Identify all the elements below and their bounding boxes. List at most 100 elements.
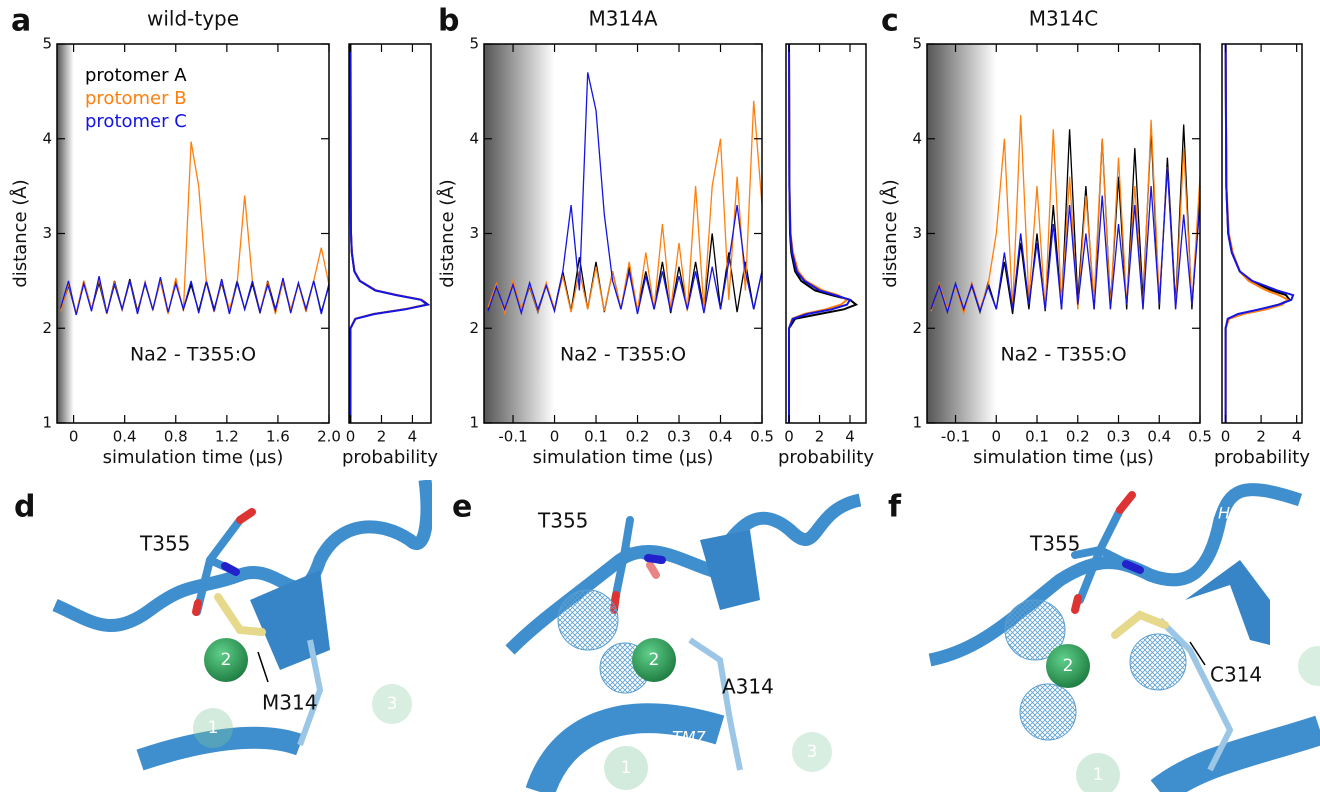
sodium <box>1046 644 1090 688</box>
stick <box>1157 617 1234 772</box>
y-tick-label: 4 <box>42 129 52 147</box>
residue-label: M314 <box>262 691 317 715</box>
x-tick-label: 2 <box>377 428 387 446</box>
density-mesh <box>1129 633 1187 691</box>
chart-title: wild-type <box>147 7 239 31</box>
series-line <box>487 72 763 316</box>
residue-label: C314 <box>1210 663 1262 687</box>
y-tick-label: 1 <box>912 414 922 432</box>
ribbon <box>1185 560 1270 645</box>
x-tick-label: 0.8 <box>164 428 188 446</box>
x-axis-label: probability <box>1214 447 1310 468</box>
x-tick-label: 0 <box>550 428 560 446</box>
structure-f <box>928 483 1320 792</box>
sodium-label: 1 <box>1093 765 1104 785</box>
x-tick-label: 0.3 <box>667 428 691 446</box>
ribbon <box>525 703 725 792</box>
legend-entry: protomer A <box>85 65 187 86</box>
x-tick-label: 0.1 <box>584 428 608 446</box>
density-line <box>788 43 859 423</box>
y-axis-label: distance (Å) <box>9 179 31 287</box>
stick <box>688 637 743 771</box>
x-tick-label: 0.4 <box>709 428 733 446</box>
x-tick-label: 1.2 <box>215 428 239 446</box>
ribbon <box>52 480 432 633</box>
y-tick-label: 2 <box>912 319 922 337</box>
x-tick-label: 2.0 <box>317 428 341 446</box>
plot-frame <box>1221 43 1303 424</box>
series-line <box>487 100 763 316</box>
x-axis-label: simulation time (µs) <box>533 447 714 468</box>
equilibration-shade <box>927 44 997 423</box>
leader <box>257 651 269 683</box>
legend-entry: protomer C <box>85 111 187 132</box>
sodium <box>193 708 233 748</box>
ribbon <box>700 530 760 610</box>
sodium <box>792 732 832 772</box>
density-line <box>788 43 852 423</box>
sodium-label: 1 <box>621 758 632 778</box>
density-line <box>349 43 429 423</box>
stick <box>1071 506 1134 604</box>
y-tick-label: 5 <box>42 35 52 53</box>
x-tick-label: 0.2 <box>626 428 650 446</box>
x-tick-label: 0 <box>69 428 79 446</box>
annotation: Na2 - T355:O <box>1000 343 1126 365</box>
oxygen <box>192 599 202 616</box>
density-mesh <box>1019 683 1077 741</box>
y-tick-label: 3 <box>469 224 479 242</box>
chart-title: M314A <box>588 7 657 31</box>
y-tick-label: 4 <box>469 129 479 147</box>
x-tick-label: 0.1 <box>1025 428 1049 446</box>
oxygen <box>1116 491 1136 514</box>
residue-label: T355 <box>139 532 190 556</box>
density-line <box>349 43 431 423</box>
oxygen <box>646 561 660 579</box>
structure-d <box>52 480 432 771</box>
oxygen <box>1071 594 1082 614</box>
x-tick-label: 0.3 <box>1107 428 1131 446</box>
equilibration-shade <box>484 44 555 423</box>
density-line <box>788 43 849 423</box>
residue-label: T355 <box>537 509 588 533</box>
sodium <box>1298 646 1320 686</box>
plot-frame <box>785 43 867 424</box>
y-axis-label: distance (Å) <box>879 179 901 287</box>
y-tick-label: 4 <box>912 129 922 147</box>
structure-e <box>505 493 862 792</box>
x-tick-label: 0.4 <box>113 428 137 446</box>
y-tick-label: 3 <box>912 224 922 242</box>
sodium <box>604 746 648 790</box>
panel-label: a <box>11 4 31 39</box>
sodium-label: 3 <box>807 742 818 762</box>
x-tick-label: 1.6 <box>266 428 290 446</box>
y-tick-label: 5 <box>912 35 922 53</box>
helix-label: TM7 <box>672 728 707 747</box>
ribbon <box>136 726 304 771</box>
y-tick-label: 3 <box>42 224 52 242</box>
sodium <box>204 638 248 682</box>
density-mesh <box>557 589 619 651</box>
x-axis-label: simulation time (µs) <box>973 447 1154 468</box>
sodium-label: 2 <box>1063 656 1074 676</box>
sulfur <box>1111 610 1169 639</box>
panel-label: d <box>14 490 35 525</box>
density-line <box>1224 43 1295 423</box>
nitrogen <box>221 562 240 576</box>
x-tick-label: 0 <box>1221 428 1231 446</box>
panel-label: c <box>881 4 899 39</box>
oxygen <box>236 508 256 524</box>
sodium-label: 3 <box>387 694 398 714</box>
plot-frame <box>348 43 432 424</box>
series-line <box>930 167 1201 315</box>
x-tick-label: 0 <box>784 428 794 446</box>
x-tick-label: 4 <box>845 428 855 446</box>
density-line <box>1224 43 1290 423</box>
helix-label: HP2 <box>1218 504 1250 523</box>
annotation: Na2 - T355:O <box>130 343 256 365</box>
x-tick-label: 4 <box>1292 428 1302 446</box>
sodium-label: 2 <box>221 650 232 670</box>
x-tick-label: 0.5 <box>1188 428 1212 446</box>
leader <box>1189 641 1206 666</box>
